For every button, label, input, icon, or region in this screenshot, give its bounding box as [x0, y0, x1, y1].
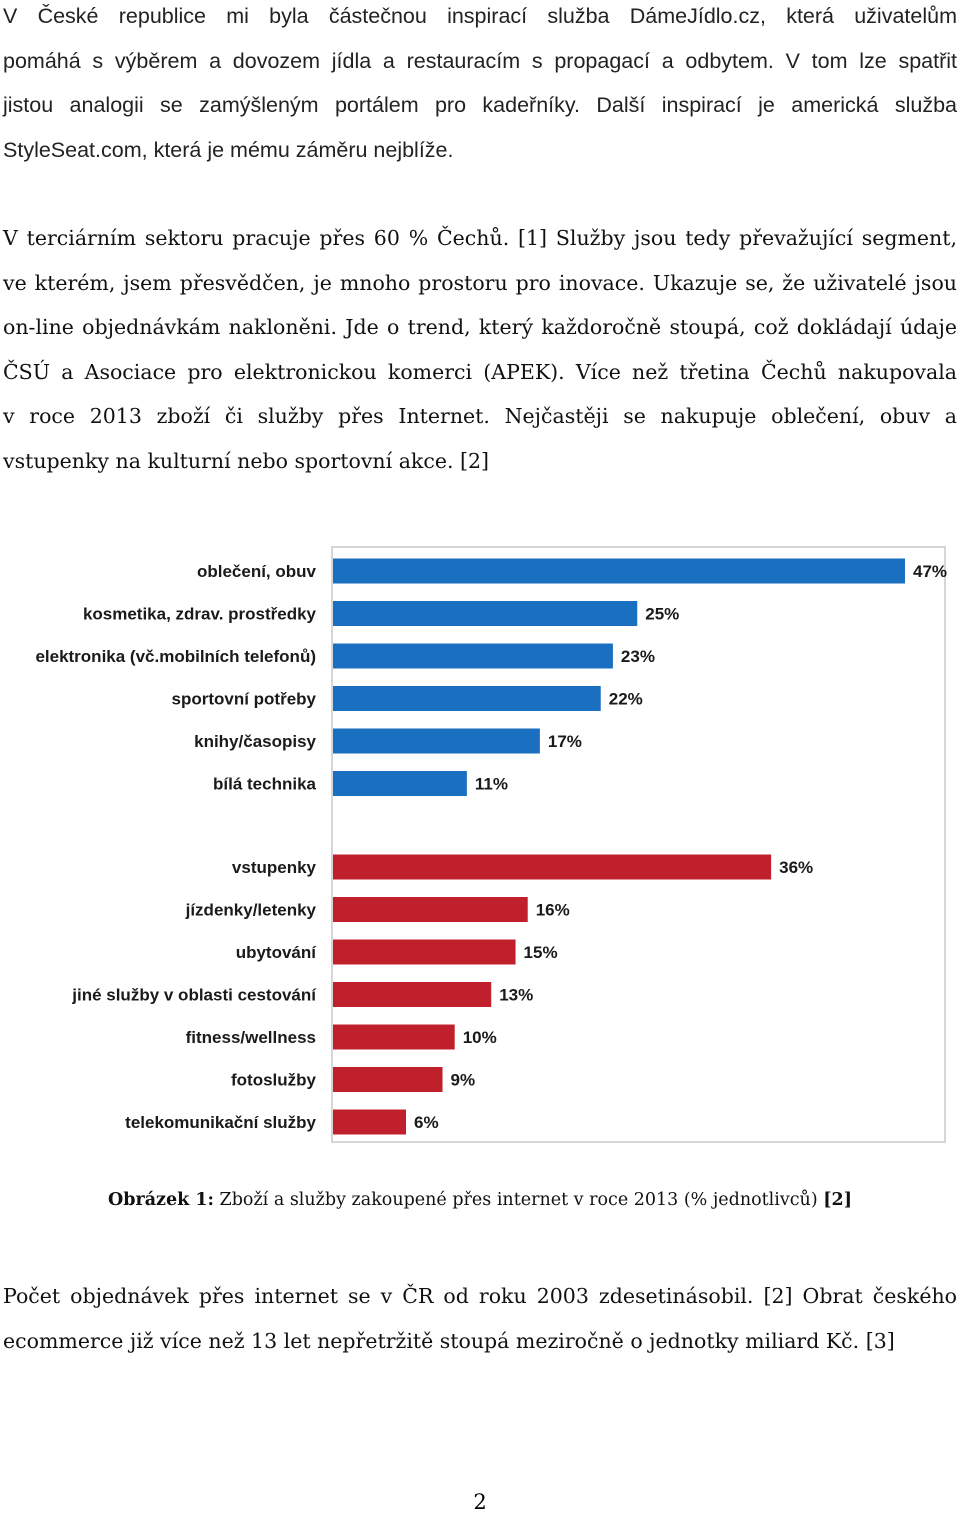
text-line: on-line objednávkám nakloněni. Jde o tre…: [3, 315, 957, 340]
value-label: 17%: [548, 732, 582, 751]
figure-caption: Obrázek 1: Zboží a služby zakoupené přes…: [0, 1190, 960, 1210]
value-label: 10%: [463, 1028, 497, 1047]
value-label: 6%: [414, 1113, 439, 1132]
category-label: fitness/wellness: [186, 1028, 316, 1047]
category-label: bílá technika: [213, 775, 317, 794]
text-line: V České republice mi byla částečnou insp…: [3, 4, 957, 28]
text-line: ČSÚ a Asociace pro elektronickou komerci…: [3, 359, 957, 384]
category-label: jiné služby v oblasti cestování: [71, 986, 317, 1005]
category-label: kosmetika, zdrav. prostředky: [83, 605, 317, 624]
value-label: 36%: [779, 858, 813, 877]
bar-goods-0: [333, 558, 905, 584]
value-label: 23%: [621, 647, 655, 666]
value-label: 47%: [913, 562, 947, 581]
text-line: pomáhá s výběrem a dovozem jídla a resta…: [3, 48, 957, 73]
bar-services-6: [333, 1109, 407, 1135]
text-line: vstupenky na kulturní nebo sportovní akc…: [3, 448, 490, 473]
bar-services-5: [333, 1067, 443, 1092]
text-line: Počet objednávek přes internet se v ČR o…: [3, 1284, 957, 1308]
bar-goods-5: [333, 771, 467, 796]
value-label: 13%: [499, 986, 533, 1005]
bar-goods-4: [333, 728, 540, 754]
text-line: V terciárním sektoru pracuje přes 60 % Č…: [3, 226, 957, 250]
caption-text: Zboží a služby zakoupené přes internet v…: [213, 1190, 824, 1210]
category-label: oblečení, obuv: [197, 562, 317, 581]
caption-reference: [2]: [823, 1190, 852, 1210]
value-label: 16%: [536, 901, 570, 920]
page-number: 2: [473, 1490, 487, 1514]
paragraph-inspiration: V České republice mi byla částečnou insp…: [3, 0, 957, 172]
category-label: knihy/časopisy: [194, 732, 316, 751]
category-label: fotoslužby: [231, 1071, 317, 1090]
bar-goods-3: [333, 686, 601, 711]
value-label: 11%: [475, 775, 508, 794]
paragraph-ecommerce-growth: Počet objednávek přes internet se v ČR o…: [3, 1274, 957, 1363]
text-line: jistou analogii se zamýšleným portálem p…: [3, 93, 957, 118]
value-label: 25%: [645, 605, 679, 624]
category-label: ubytování: [236, 943, 318, 962]
bar-services-0: [333, 854, 772, 880]
bar-chart-online-purchases: oblečení, obuv 47% kosmetika, zdrav. prost…: [35, 546, 947, 1143]
text-line: ve kterém, jsem přesvědčen, je mnoho pro…: [3, 270, 957, 295]
value-label: 22%: [609, 690, 643, 709]
category-label: sportovní potřeby: [171, 690, 316, 709]
bar-services-2: [333, 939, 516, 965]
text-line: StyleSeat.com, která je mému záměru nejb…: [3, 137, 454, 162]
category-label: elektronika (vč.mobilních telefonů): [35, 647, 316, 666]
category-label: telekomunikační služby: [125, 1113, 316, 1132]
value-label: 9%: [451, 1071, 476, 1090]
text-line: ecommerce již více než 13 let nepřetržit…: [3, 1328, 895, 1353]
paragraph-services-sector: V terciárním sektoru pracuje přes 60 % Č…: [3, 216, 957, 484]
bar-services-1: [333, 897, 528, 922]
bar-goods-1: [333, 601, 638, 626]
text-line: v roce 2013 zboží či služby přes Interne…: [3, 404, 957, 429]
caption-prefix: Obrázek 1:: [108, 1190, 214, 1210]
bar-goods-2: [333, 643, 613, 669]
bar-services-4: [333, 1024, 455, 1050]
chart-plot-border: [331, 546, 946, 1143]
category-label: jízdenky/letenky: [185, 901, 317, 920]
category-label: vstupenky: [232, 858, 317, 877]
value-label: 15%: [524, 943, 558, 962]
bar-services-3: [333, 982, 492, 1007]
